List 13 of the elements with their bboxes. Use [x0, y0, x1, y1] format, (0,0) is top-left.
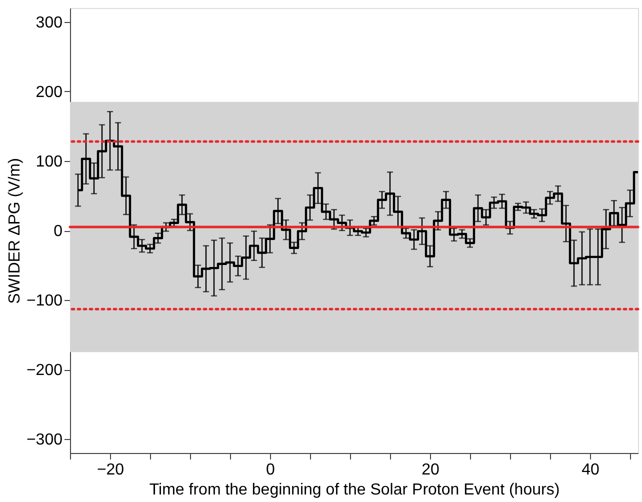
y-tick-label: 100	[36, 153, 63, 170]
y-tick-label: −100	[26, 292, 63, 310]
y-tick-label: −300	[26, 432, 63, 449]
y-axis-title: SWIDER ΔPG (V/m)	[6, 158, 24, 304]
x-tick-label: 0	[266, 462, 276, 478]
y-tick-label: 300	[36, 14, 63, 32]
x-tick-label: 20	[422, 462, 440, 478]
y-tick-label: 200	[36, 84, 63, 101]
x-tick-label: −20	[96, 462, 124, 478]
x-axis-title: Time from the beginning of the Solar Proton Event (hours)	[149, 482, 560, 498]
y-tick-label: 0	[54, 223, 63, 240]
y-tick-label: −200	[26, 362, 63, 380]
x-tick-label: 40	[582, 462, 600, 478]
